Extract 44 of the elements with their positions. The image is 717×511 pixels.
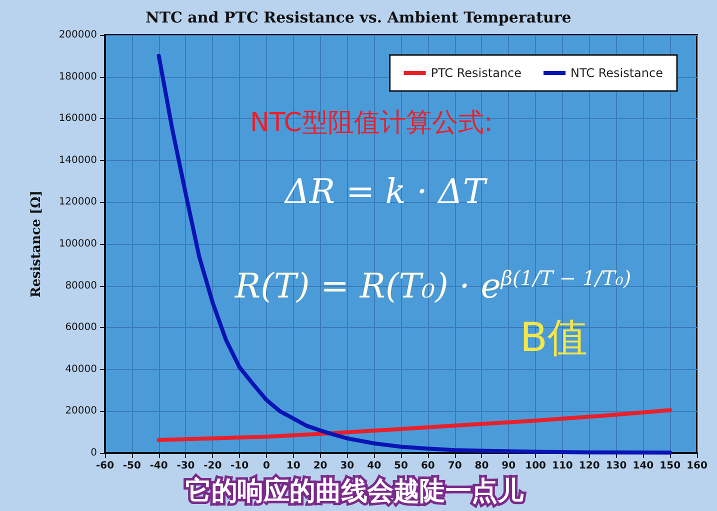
y-tick-label: 80000 (65, 280, 97, 292)
x-tick-label: 30 (340, 460, 354, 472)
chart-title: NTC and PTC Resistance vs. Ambient Temperature (146, 8, 572, 26)
x-tick-label: -60 (96, 460, 114, 472)
x-tick-label: 20 (313, 460, 328, 472)
x-tick-label: -30 (176, 460, 195, 472)
x-tick-label: 110 (552, 460, 573, 472)
x-tick-label: -40 (150, 460, 168, 472)
line-series (156, 408, 672, 442)
annotation: ΔR = k · ΔT (283, 172, 488, 212)
x-tick-label: 90 (502, 460, 516, 472)
legend-label: NTC Resistance (570, 66, 664, 80)
x-tick-label: 80 (474, 460, 489, 472)
y-tick-label: 160000 (58, 113, 97, 124)
x-tick-label: 150 (660, 460, 681, 472)
y-axis-title: Resistance [Ω] (29, 190, 44, 298)
x-tick-label: 0 (262, 460, 270, 472)
y-tick-label: 0 (90, 448, 97, 458)
x-tick-label: 70 (448, 460, 462, 472)
x-tick-label: 120 (578, 460, 600, 472)
x-tick-label: 40 (367, 460, 382, 472)
y-tick-label: 100000 (58, 238, 97, 250)
line-series (156, 54, 672, 455)
y-tick-label: 180000 (58, 71, 97, 82)
y-tick-label: 60000 (65, 322, 97, 334)
y-tick-label: 120000 (58, 196, 97, 208)
x-tick-label: 50 (394, 460, 408, 472)
legend-label: PTC Resistance (430, 66, 522, 80)
x-tick-label: 10 (286, 460, 300, 472)
annotation: NTC型阻值计算公式: (250, 108, 493, 138)
x-tick-label: -20 (204, 460, 222, 472)
y-tick-label: 200000 (58, 30, 97, 40)
x-tick-label: 100 (525, 460, 546, 472)
x-tick-label: -10 (230, 460, 249, 472)
x-tick-label: 130 (606, 460, 627, 472)
annotation: B值 (520, 315, 588, 361)
text: 它的响应的曲线会越陡一点儿 (186, 476, 524, 506)
y-tick-label: 140000 (58, 154, 97, 166)
x-tick-label: 160 (686, 460, 708, 472)
x-tick-label: 140 (632, 460, 654, 472)
y-tick-label: 40000 (65, 364, 97, 375)
y-tick-label: 20000 (65, 406, 97, 417)
x-tick-label: -50 (122, 460, 141, 472)
x-tick-label: 60 (420, 460, 435, 472)
